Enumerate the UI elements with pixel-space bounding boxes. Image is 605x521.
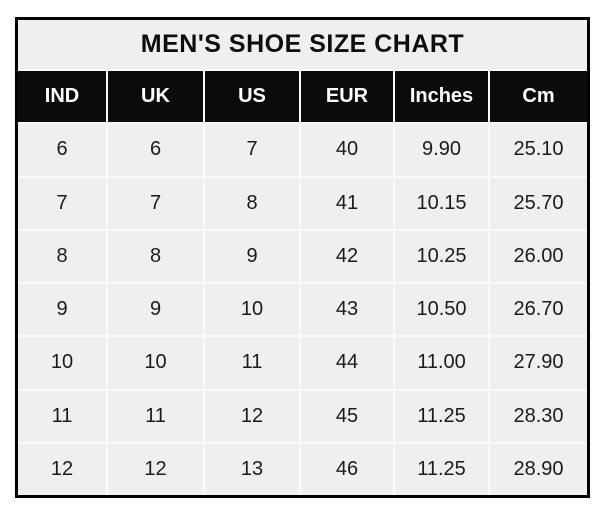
chart-title: MEN'S SHOE SIZE CHART: [18, 20, 587, 69]
column-header-ind: IND: [18, 71, 106, 123]
table-cell: 10: [18, 337, 106, 389]
table-cell: 10.25: [395, 230, 488, 282]
table-cell: 9: [108, 284, 203, 336]
table-cell: 41: [301, 177, 393, 229]
table-cell: 6: [18, 124, 106, 176]
column-header-us: US: [205, 71, 299, 123]
table-cell: 8: [205, 177, 299, 229]
table-cell: 26.70: [490, 284, 587, 336]
table-cell: 8: [18, 230, 106, 282]
table-cell: 7: [18, 177, 106, 229]
table-cell: 11.00: [395, 337, 488, 389]
table-cell: 11: [205, 337, 299, 389]
table-cell: 27.90: [490, 337, 587, 389]
table-cell: 11: [108, 390, 203, 442]
table-cell: 45: [301, 390, 393, 442]
table-cell: 10.50: [395, 284, 488, 336]
table-cell: 12: [205, 390, 299, 442]
table-cell: 40: [301, 124, 393, 176]
table-cell: 11: [18, 390, 106, 442]
shoe-size-chart: MEN'S SHOE SIZE CHART IND UK US EUR Inches Cm…: [15, 17, 590, 498]
table-cell: 43: [301, 284, 393, 336]
table-cell: 28.90: [490, 443, 587, 495]
table-cell: 11.25: [395, 443, 488, 495]
table-cell: 28.30: [490, 390, 587, 442]
table-cell: 9: [18, 284, 106, 336]
table-cell: 8: [108, 230, 203, 282]
table-cell: 6: [108, 124, 203, 176]
table-cell: 7: [205, 124, 299, 176]
column-header-inches: Inches: [395, 71, 488, 123]
column-header-uk: UK: [108, 71, 203, 123]
table-cell: 7: [108, 177, 203, 229]
table-cell: 9: [205, 230, 299, 282]
table-cell: 42: [301, 230, 393, 282]
table-cell: 10: [205, 284, 299, 336]
table-cell: 10.15: [395, 177, 488, 229]
table-cell: 26.00: [490, 230, 587, 282]
table-cell: 12: [18, 443, 106, 495]
table-cell: 13: [205, 443, 299, 495]
column-header-eur: EUR: [301, 71, 393, 123]
table-cell: 44: [301, 337, 393, 389]
table-cell: 9.90: [395, 124, 488, 176]
table-cell: 12: [108, 443, 203, 495]
table-cell: 25.10: [490, 124, 587, 176]
table-cell: 10: [108, 337, 203, 389]
table-cell: 11.25: [395, 390, 488, 442]
size-table: IND UK US EUR Inches Cm 6 6 7 40 9.90 25.10 7 7 8 41 10.…: [18, 69, 587, 495]
column-header-cm: Cm: [490, 71, 587, 123]
table-cell: 46: [301, 443, 393, 495]
table-cell: 25.70: [490, 177, 587, 229]
